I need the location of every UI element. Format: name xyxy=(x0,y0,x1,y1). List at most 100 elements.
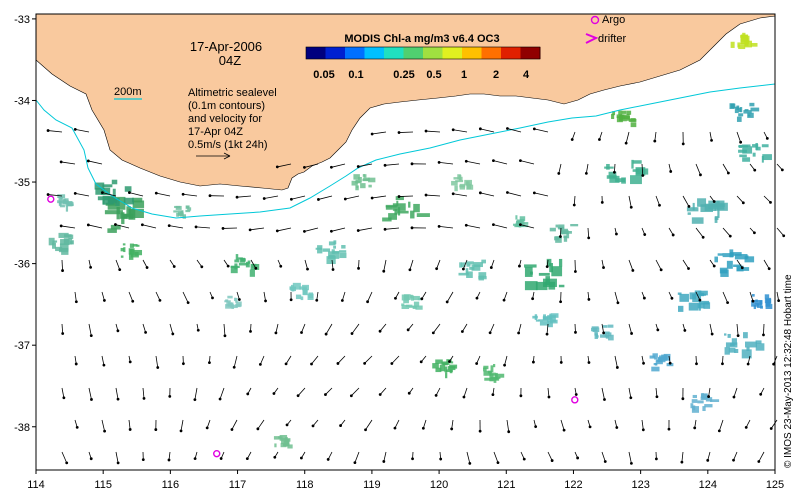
velocity-arrow xyxy=(196,226,211,229)
velocity-arrow-head xyxy=(699,173,702,177)
velocity-arrow-head xyxy=(329,165,333,169)
velocity-arrow xyxy=(504,355,508,366)
lon-tick-label: 115 xyxy=(94,479,112,491)
chlorophyll-pixel xyxy=(69,241,73,245)
velocity-arrow-head xyxy=(356,165,360,168)
chlorophyll-pixel xyxy=(185,205,189,209)
chlorophyll-pixel xyxy=(570,223,579,227)
velocity-arrow-head xyxy=(576,456,580,460)
chlorophyll-pixel xyxy=(678,305,684,312)
chlorophyll-pixel xyxy=(465,268,469,274)
velocity-arrow-head xyxy=(193,457,197,460)
chlorophyll-pixel xyxy=(444,366,448,373)
velocity-arrow-head xyxy=(300,331,303,334)
chlorophyll-pixel xyxy=(654,363,658,366)
chlorophyll-pixel xyxy=(512,223,518,226)
velocity-arrow-head xyxy=(156,366,160,369)
velocity-arrow xyxy=(277,163,292,168)
velocity-arrow xyxy=(453,193,468,197)
velocity-arrow-head xyxy=(478,429,482,433)
chlorophyll-pixel xyxy=(230,302,234,306)
velocity-arrow-head xyxy=(264,299,267,303)
chlorophyll-pixel xyxy=(415,305,423,310)
sealevel-note-line: and velocity for xyxy=(188,113,262,125)
chlorophyll-pixel xyxy=(235,254,239,261)
velocity-arrow-head xyxy=(353,461,357,465)
chlorophyll-pixel xyxy=(412,305,417,309)
chlorophyll-pixel xyxy=(752,152,756,157)
velocity-arrow-head xyxy=(128,191,131,194)
velocity-arrow-head xyxy=(279,264,283,268)
lon-tick-label: 116 xyxy=(162,479,180,491)
velocity-arrow-head xyxy=(73,191,77,195)
velocity-arrow-head xyxy=(559,361,563,364)
velocity-arrow-head xyxy=(181,362,185,366)
chlorophyll-pixel xyxy=(122,243,126,246)
velocity-arrow-head xyxy=(629,205,633,209)
velocity-arrow-head xyxy=(89,457,93,461)
chlorophyll-pixel xyxy=(737,44,740,48)
velocity-arrow xyxy=(573,195,576,206)
velocity-arrow xyxy=(88,224,103,229)
velocity-arrow-head xyxy=(559,300,563,304)
velocity-arrow xyxy=(325,323,333,335)
velocity-arrow-head xyxy=(230,428,234,431)
chlorophyll-pixel xyxy=(450,361,454,364)
velocity-arrow-head xyxy=(211,296,214,300)
velocity-arrow-head xyxy=(615,426,619,429)
velocity-arrow-head xyxy=(519,159,522,163)
velocity-arrow-head xyxy=(532,127,536,131)
velocity-arrow-head xyxy=(451,192,455,196)
chlorophyll-pixel xyxy=(551,266,563,277)
chlorophyll-pixel xyxy=(677,292,682,295)
velocity-arrow-head xyxy=(746,362,750,366)
velocity-arrow-head xyxy=(492,223,495,227)
chlorophyll-pixel xyxy=(666,363,674,367)
velocity-arrow-head xyxy=(232,365,236,369)
chlorophyll-pixel xyxy=(724,347,730,355)
chlorophyll-pixel xyxy=(524,281,538,291)
plot-frame xyxy=(35,13,776,471)
velocity-arrow-head xyxy=(780,168,784,172)
velocity-arrow-head xyxy=(103,429,106,433)
velocity-arrow-head xyxy=(531,297,535,301)
plot-area xyxy=(35,13,786,471)
velocity-arrow-head xyxy=(448,360,451,363)
velocity-arrow xyxy=(351,387,360,396)
velocity-arrow-head xyxy=(680,460,684,464)
velocity-arrow xyxy=(169,225,184,229)
velocity-arrow xyxy=(722,163,729,174)
velocity-arrow xyxy=(709,323,713,335)
velocity-arrow-head xyxy=(464,223,468,227)
velocity-arrow-head xyxy=(624,141,628,145)
velocity-arrow-head xyxy=(289,197,293,201)
chlorophyll-pixel xyxy=(108,198,117,204)
velocity-arrow-head xyxy=(562,428,566,432)
velocity-arrow xyxy=(155,291,161,301)
velocity-arrow xyxy=(493,451,499,463)
lat-tick-label: -38 xyxy=(14,422,30,434)
chlorophyll-pixel xyxy=(652,353,658,358)
velocity-arrow xyxy=(736,195,744,204)
velocity-arrow-head xyxy=(712,264,716,268)
velocity-arrow xyxy=(655,259,662,271)
velocity-arrow-head xyxy=(349,394,353,398)
chlorophyll-pixel xyxy=(63,198,67,202)
chlorophyll-pixel xyxy=(458,272,469,276)
chlorophyll-pixel xyxy=(538,319,544,322)
velocity-arrow-head xyxy=(340,299,344,302)
chlorophyll-pixel xyxy=(755,146,761,151)
velocity-arrow xyxy=(628,451,632,464)
velocity-arrow xyxy=(625,131,630,144)
chlorophyll-pixel xyxy=(308,292,314,299)
velocity-arrow-head xyxy=(506,191,509,194)
velocity-arrow-head xyxy=(254,266,258,270)
velocity-arrow-head xyxy=(249,330,252,333)
chlorophyll-pixel xyxy=(449,364,458,369)
chlorophyll-pixel xyxy=(604,166,614,169)
chlorophyll-pixel xyxy=(290,284,295,289)
velocity-arrow-head xyxy=(102,363,106,367)
velocity-arrow xyxy=(61,161,76,165)
scale-arrow-head xyxy=(223,152,231,160)
chlorophyll-pixel xyxy=(68,234,74,239)
